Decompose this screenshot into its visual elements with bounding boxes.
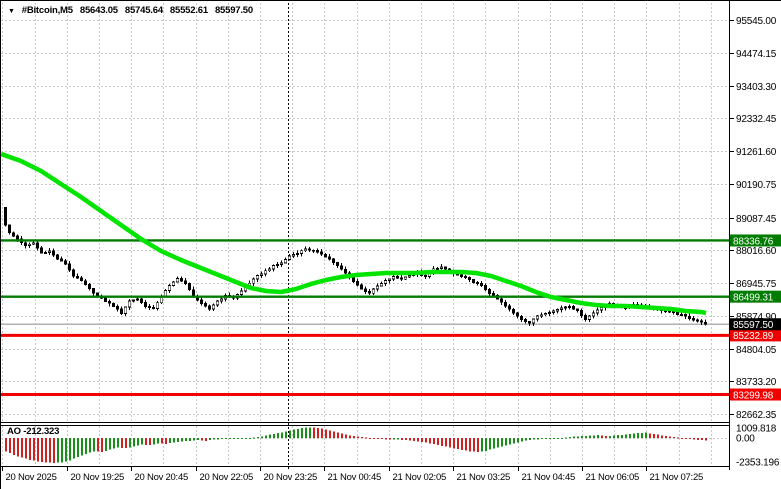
x-axis-label: 20 Nov 20:45 [135, 472, 189, 483]
x-axis-label: 20 Nov 2025 [6, 472, 57, 483]
price-badge-label: 88336.76 [733, 236, 774, 247]
x-axis-label: 21 Nov 04:45 [522, 472, 576, 483]
price-badge-label: 86499.31 [733, 292, 774, 303]
price-badge-label: 83299.98 [733, 390, 774, 401]
gridlines [1, 3, 729, 465]
symbol-label: #Bitcoin,M5 [21, 5, 73, 16]
quote-low: 85552.61 [169, 5, 208, 16]
symbol-collapse-icon[interactable]: ▼ [8, 7, 15, 15]
price-badge-label: 85232.89 [733, 331, 774, 342]
price-axis[interactable]: 95545.00 94474.15 93403.30 92332.45 91261.60… [729, 16, 781, 469]
y-axis-label: 82662.35 [736, 410, 777, 421]
quote-high: 85745.64 [124, 5, 163, 16]
x-axis-label: 20 Nov 22:05 [200, 472, 254, 483]
price-badge [730, 388, 781, 401]
time-axis[interactable]: 20 Nov 2025 20 Nov 19:25 20 Nov 20:45 20 No… [2, 467, 704, 483]
panel-borders [1, 1, 730, 470]
y-axis-label: 95545.00 [736, 16, 777, 27]
price-badge [730, 290, 781, 303]
quote-open: 85643.05 [79, 5, 118, 16]
price-badge-label: 85597.50 [733, 320, 774, 331]
chart-title: ▼ #Bitcoin,M5 85643.05 85745.64 85552.61… [8, 5, 253, 16]
ao-scale-label: -2353.196 [736, 458, 780, 469]
y-axis-label: 91261.60 [736, 147, 777, 158]
ao-histogram [4, 427, 707, 464]
ma-line [1, 151, 707, 316]
y-axis-label: 83733.20 [736, 377, 777, 388]
y-axis-label: 90190.75 [736, 180, 777, 191]
x-axis-label: 21 Nov 07:25 [650, 472, 704, 483]
y-axis-label: 94474.15 [736, 49, 777, 60]
y-axis-label: 89087.45 [736, 214, 777, 225]
candles-series [3, 206, 708, 327]
ao-scale-label: 0.00 [736, 434, 755, 445]
ao-indicator-label: AO -212.323 [7, 426, 60, 437]
quote-close: 85597.50 [214, 5, 253, 16]
x-axis-label: 21 Nov 02:05 [393, 472, 447, 483]
y-axis-label: 93403.30 [736, 82, 777, 93]
y-axis-label: 88016.60 [736, 246, 777, 257]
y-axis-label: 92332.45 [736, 114, 777, 125]
ao-scale-label: 1009.818 [736, 424, 777, 435]
price-badge [730, 329, 781, 342]
y-axis-label: 85874.90 [736, 312, 777, 323]
y-axis-label: 84804.05 [736, 345, 777, 356]
x-axis-label: 21 Nov 03:25 [457, 472, 511, 483]
x-axis-label: 21 Nov 06:05 [586, 472, 640, 483]
x-axis-label: 21 Nov 00:45 [328, 472, 382, 483]
price-badge [730, 318, 781, 331]
x-axis-label: 20 Nov 23:25 [264, 472, 318, 483]
y-axis-label: 86945.75 [736, 279, 777, 290]
price-badge [730, 234, 781, 247]
x-axis-label: 20 Nov 19:25 [71, 472, 125, 483]
